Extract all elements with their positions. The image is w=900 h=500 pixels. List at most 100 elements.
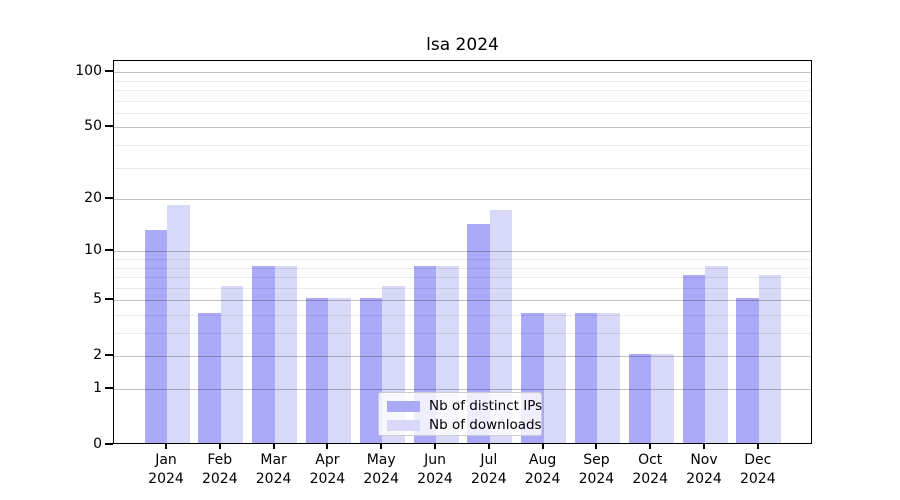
legend-label-distinct-ips: Nb of distinct IPs <box>429 398 543 414</box>
y-tick-label-1: 1 <box>93 380 102 396</box>
gridline-minor-8 <box>114 267 811 269</box>
x-tick-label-month: Jun <box>424 452 446 468</box>
x-tick-label-month: Jul <box>480 452 498 468</box>
legend-label-downloads: Nb of downloads <box>429 417 542 433</box>
x-tick-label-month: Aug <box>528 452 557 468</box>
bar-sep-downloads <box>597 313 620 443</box>
gridline-major-20 <box>114 199 811 201</box>
x-tick-label-feb: Feb 2024 <box>180 451 260 489</box>
gridline-major-1 <box>114 389 811 390</box>
x-tick-label-year: 2024 <box>255 471 292 487</box>
gridline-minor-9 <box>114 258 811 260</box>
bar-oct-distinct-ips <box>628 354 652 443</box>
y-tick-10 <box>105 249 113 252</box>
x-tick-feb <box>218 444 221 449</box>
chart-title: lsa 2024 <box>426 35 499 55</box>
x-tick-label-jun: Jun 2024 <box>395 451 475 489</box>
x-tick-label-sep: Sep 2024 <box>556 451 636 489</box>
gridline-minor-60 <box>114 112 811 114</box>
y-tick-label-5: 5 <box>93 291 102 308</box>
y-tick-100 <box>105 70 113 73</box>
y-tick-label-2: 2 <box>93 347 102 364</box>
x-tick-label-mar: Mar 2024 <box>234 451 314 489</box>
gridline-minor-70 <box>114 100 811 102</box>
y-tick-label-20: 20 <box>84 190 102 207</box>
bar-jul-downloads <box>489 209 513 443</box>
x-tick-label-nov: Nov 2024 <box>664 451 744 489</box>
x-tick-label-year: 2024 <box>309 471 346 487</box>
y-tick-label-100: 100 <box>75 63 102 80</box>
legend-swatch-distinct-ips <box>387 400 420 412</box>
y-tick-5 <box>105 298 113 301</box>
x-tick-label-jan: Jan 2024 <box>126 451 206 489</box>
x-tick-label-month: Jan <box>155 452 177 468</box>
x-tick-label-oct: Oct 2024 <box>610 451 690 489</box>
y-tick-20 <box>105 197 113 200</box>
x-tick-label-year: 2024 <box>739 471 776 487</box>
x-tick-label-year: 2024 <box>363 471 399 487</box>
x-tick-label-year: 2024 <box>524 471 561 487</box>
x-tick-oct <box>649 444 652 449</box>
x-tick-label-month: Apr <box>315 452 340 468</box>
gridline-minor-4 <box>114 314 811 316</box>
x-tick-label-year: 2024 <box>578 471 615 487</box>
x-tick-label-year: 2024 <box>417 471 453 487</box>
x-tick-label-month: Oct <box>638 452 663 468</box>
x-tick-label-jul: Jul 2024 <box>449 451 529 489</box>
gridline-minor-6 <box>114 287 811 289</box>
y-tick-50 <box>105 125 113 128</box>
x-tick-jun <box>434 444 436 449</box>
bar-nov-distinct-ips <box>682 275 705 443</box>
y-tick-label-10: 10 <box>84 242 102 259</box>
x-tick-jul <box>487 444 490 449</box>
y-tick-1 <box>105 387 113 389</box>
x-tick-mar <box>272 444 275 449</box>
x-tick-label-month: Feb <box>207 452 233 468</box>
x-tick-label-aug: Aug 2024 <box>503 451 583 489</box>
x-tick-label-year: 2024 <box>686 471 722 487</box>
gridline-major-5 <box>114 300 811 302</box>
gridline-major-100 <box>114 72 811 74</box>
bar-dec-downloads <box>758 275 782 443</box>
gridline-major-50 <box>114 127 811 129</box>
gridline-minor-90 <box>114 80 811 82</box>
gridline-minor-40 <box>114 145 811 146</box>
x-tick-label-month: Sep <box>583 452 610 468</box>
y-tick-2 <box>105 354 113 357</box>
legend-entry-distinct-ips: Nb of distinct IPs <box>387 397 543 415</box>
bar-feb-downloads <box>220 285 244 443</box>
y-tick-label-50: 50 <box>84 118 102 135</box>
x-tick-may <box>380 444 383 449</box>
x-tick-jan <box>165 444 167 449</box>
x-tick-aug <box>541 444 544 449</box>
bar-mar-downloads <box>274 265 298 443</box>
x-tick-label-year: 2024 <box>201 471 238 487</box>
bar-jul-distinct-ips <box>467 224 490 443</box>
bar-oct-downloads <box>651 354 674 443</box>
gridline-major-2 <box>114 356 811 358</box>
gridline-minor-30 <box>114 167 811 169</box>
bar-may-distinct-ips <box>359 298 383 443</box>
x-tick-apr <box>326 444 329 449</box>
x-tick-label-month: Dec <box>744 452 772 468</box>
x-tick-nov <box>703 444 705 449</box>
bar-jan-distinct-ips <box>144 229 167 443</box>
bar-mar-distinct-ips <box>252 265 275 443</box>
x-tick-label-may: May 2024 <box>341 451 421 489</box>
x-tick-label-month: Nov <box>690 452 718 468</box>
x-tick-label-year: 2024 <box>470 471 507 487</box>
bar-apr-distinct-ips <box>305 298 329 443</box>
gridline-major-10 <box>114 251 811 253</box>
bar-sep-distinct-ips <box>574 313 598 443</box>
gridline-minor-80 <box>114 90 811 91</box>
x-tick-dec <box>756 444 759 449</box>
legend: Nb of distinct IPs Nb of downloads <box>378 392 542 436</box>
plot-area <box>113 60 812 444</box>
x-tick-sep <box>595 444 598 449</box>
bar-jan-downloads <box>167 205 190 443</box>
x-tick-label-year: 2024 <box>148 471 184 487</box>
gridline-minor-7 <box>114 277 811 279</box>
x-tick-label-month: May <box>366 452 396 468</box>
y-tick-0 <box>105 443 113 445</box>
